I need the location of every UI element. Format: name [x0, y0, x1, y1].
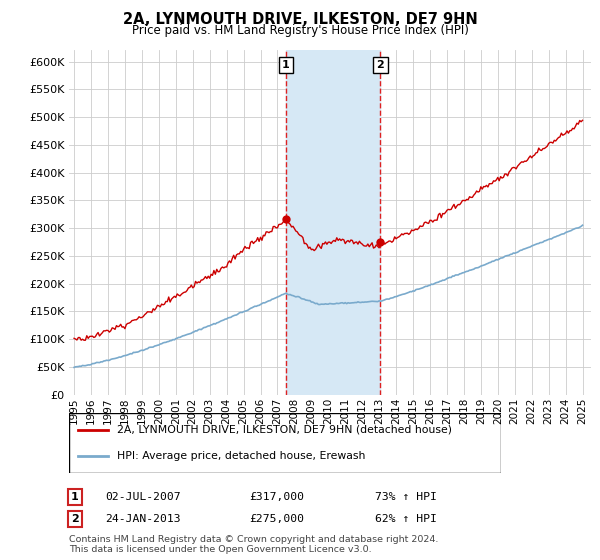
Text: 2: 2 [376, 60, 384, 70]
Text: 02-JUL-2007: 02-JUL-2007 [105, 492, 181, 502]
Bar [286, 50, 380, 395]
Text: 62% ↑ HPI: 62% ↑ HPI [375, 514, 437, 524]
Text: 1: 1 [282, 60, 290, 70]
Text: 73% ↑ HPI: 73% ↑ HPI [375, 492, 437, 502]
Text: 1: 1 [71, 492, 79, 502]
Text: This data is licensed under the Open Government Licence v3.0.: This data is licensed under the Open Gov… [69, 545, 371, 554]
Text: 24-JAN-2013: 24-JAN-2013 [105, 514, 181, 524]
Text: HPI: Average price, detached house, Erewash: HPI: Average price, detached house, Erew… [116, 451, 365, 461]
Text: 2: 2 [71, 514, 79, 524]
Text: Contains HM Land Registry data © Crown copyright and database right 2024.: Contains HM Land Registry data © Crown c… [69, 535, 439, 544]
Text: 2A, LYNMOUTH DRIVE, ILKESTON, DE7 9HN (detached house): 2A, LYNMOUTH DRIVE, ILKESTON, DE7 9HN (d… [116, 424, 452, 435]
Text: 2A, LYNMOUTH DRIVE, ILKESTON, DE7 9HN: 2A, LYNMOUTH DRIVE, ILKESTON, DE7 9HN [122, 12, 478, 27]
Text: Price paid vs. HM Land Registry's House Price Index (HPI): Price paid vs. HM Land Registry's House … [131, 24, 469, 36]
Text: £275,000: £275,000 [249, 514, 304, 524]
Text: £317,000: £317,000 [249, 492, 304, 502]
